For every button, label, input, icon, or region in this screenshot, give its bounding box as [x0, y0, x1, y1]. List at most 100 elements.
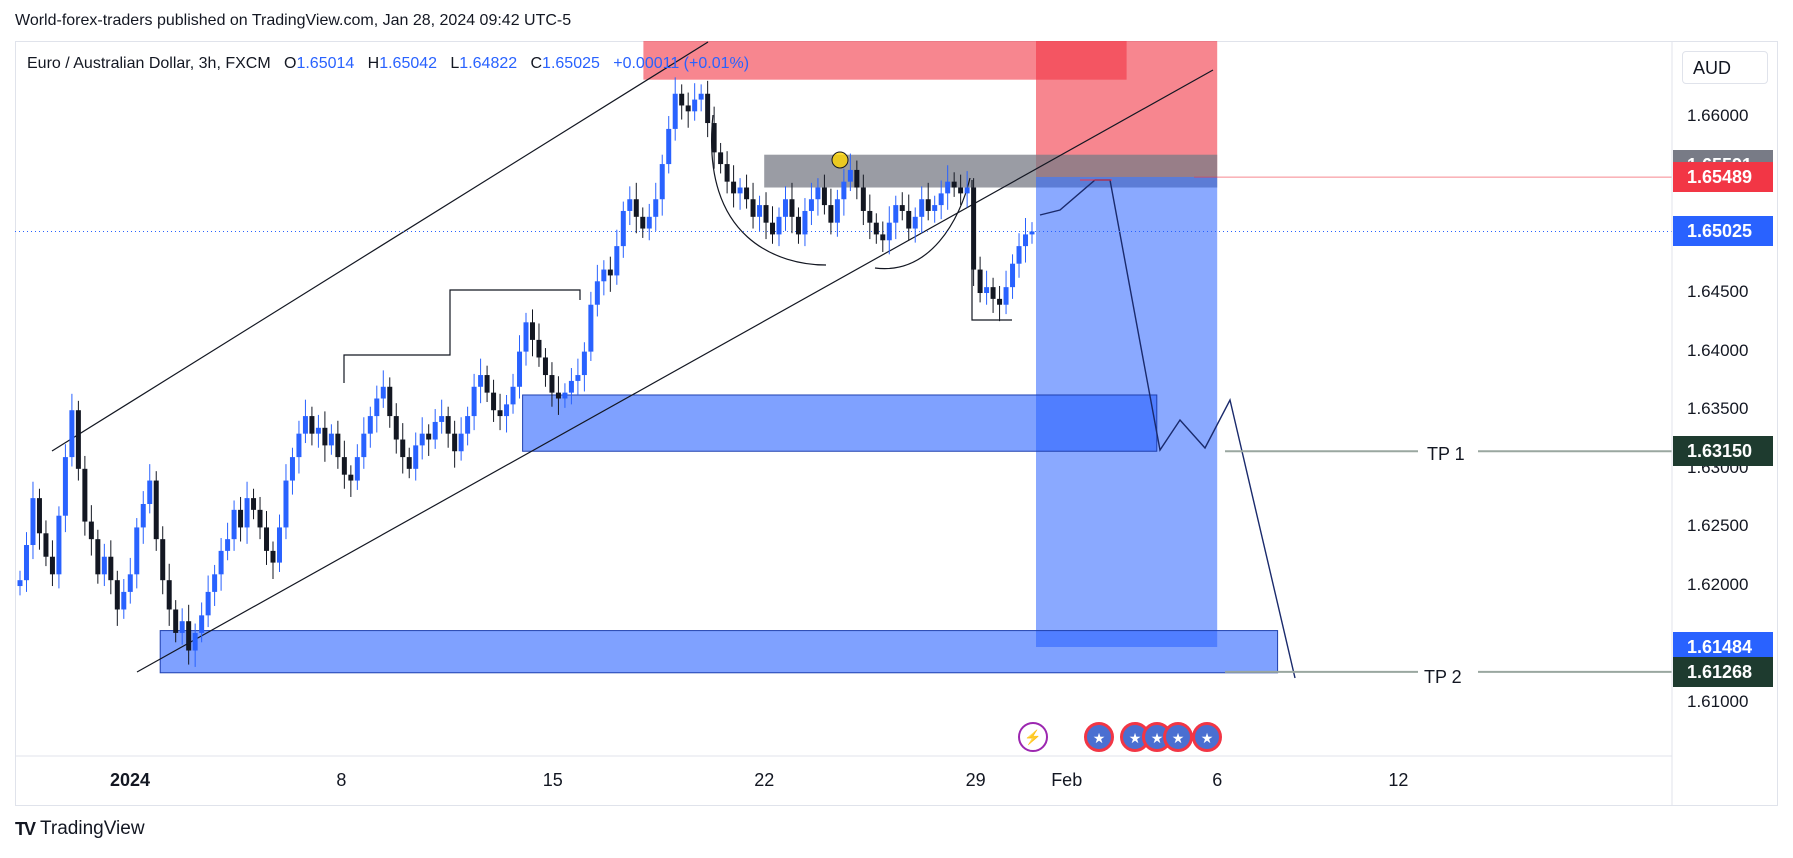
candle-body: [555, 392, 561, 399]
candle-body: [633, 199, 639, 217]
symbol-legend: Euro / Australian Dollar, 3h, FXCM O1.65…: [27, 55, 749, 73]
candle-body: [302, 416, 308, 434]
candle-body: [43, 533, 49, 557]
candle-body: [529, 322, 535, 340]
candle-body: [984, 287, 990, 294]
candle-body: [225, 539, 231, 551]
candle-body: [744, 187, 750, 200]
footer-brand[interactable]: TV TradingView: [15, 818, 145, 840]
candle-body: [69, 410, 75, 458]
candle-body: [750, 199, 756, 217]
candle-body: [542, 357, 548, 376]
candle-body: [186, 621, 192, 651]
candle-body: [932, 205, 938, 211]
zone-demand: [159, 630, 1279, 674]
channel-upper-line: [51, 41, 709, 452]
candle-body: [445, 416, 451, 434]
candle-body: [990, 287, 996, 299]
candle-body: [400, 439, 406, 458]
candle-body: [964, 187, 970, 194]
candle-body: [270, 550, 276, 563]
candle-body: [140, 503, 146, 528]
candle-body: [264, 527, 270, 551]
candle-body: [795, 216, 801, 235]
candle-body: [1003, 287, 1009, 305]
candle-body: [757, 205, 763, 217]
drawings-layer: [15, 41, 1672, 679]
candle-body: [711, 123, 717, 153]
candle-body: [821, 187, 827, 206]
currency-unit-button[interactable]: AUD: [1682, 51, 1768, 84]
candle-body: [374, 398, 380, 417]
candle-body: [341, 457, 347, 475]
candle-body: [737, 187, 743, 194]
candle-body: [465, 416, 471, 434]
candle-body: [731, 181, 737, 194]
candle-body: [646, 216, 652, 229]
candle-body: [432, 421, 438, 440]
tradingview-logo-icon: TV: [15, 818, 36, 839]
candle-body: [296, 433, 302, 458]
structure-line: [343, 289, 581, 383]
candle-body: [672, 93, 678, 129]
price-tick-label: 1.64000: [1687, 340, 1749, 360]
candle-body: [627, 199, 633, 211]
candle-body: [893, 205, 899, 223]
candle-body: [971, 187, 977, 270]
candle-body: [620, 210, 626, 247]
candle-body: [607, 269, 613, 276]
projection-arrow: [1039, 179, 1296, 679]
candle-body: [348, 474, 354, 481]
price-tag: 1.61484: [1673, 631, 1773, 662]
candle-body: [724, 164, 730, 182]
candle-body: [205, 591, 211, 616]
candle-body: [828, 205, 834, 223]
rounding-arc: [711, 114, 827, 266]
candle-body: [231, 509, 237, 540]
candle-body: [393, 416, 399, 440]
eu-flag-event-icon[interactable]: ★: [1163, 722, 1193, 752]
candle-body: [562, 392, 568, 399]
price-tag: 1.61268: [1673, 656, 1773, 687]
candle-body: [847, 169, 853, 182]
candle-body: [510, 386, 516, 405]
candle-body: [153, 480, 159, 540]
candle-body: [328, 433, 334, 446]
candle-body: [808, 199, 814, 211]
candle-body: [289, 457, 295, 481]
candle-body: [919, 199, 925, 217]
candle-body: [763, 205, 769, 223]
tp2-label: TP 2: [1424, 667, 1462, 687]
candle-body: [601, 269, 607, 282]
price-tag: 1.63150: [1673, 436, 1773, 467]
candle-body: [945, 181, 951, 194]
candle-body: [387, 386, 393, 417]
candle-body: [1016, 246, 1022, 264]
candle-body: [594, 281, 600, 305]
candle-body: [497, 410, 503, 417]
candle-body: [251, 498, 257, 510]
candle-body: [244, 498, 250, 528]
candle-body: [886, 222, 892, 241]
close-label: C: [530, 55, 543, 72]
event-lightning-icon[interactable]: ⚡: [1018, 722, 1048, 752]
candle-body: [335, 433, 341, 458]
candle-body: [218, 550, 224, 575]
candle-body: [56, 515, 62, 575]
candle-body: [912, 216, 918, 229]
candle-body: [666, 128, 672, 165]
candle-body: [958, 187, 964, 194]
publish-attribution: World-forex-traders published on Trading…: [15, 12, 572, 29]
candle-body: [471, 386, 477, 417]
candle-body: [127, 574, 133, 592]
candle-body: [517, 351, 523, 387]
eu-flag-event-icon[interactable]: ★: [1192, 722, 1222, 752]
eu-flag-event-icon[interactable]: ★: [1084, 722, 1114, 752]
candle-body: [192, 632, 198, 651]
time-tick-label: 8: [336, 770, 347, 790]
candle-body: [257, 509, 263, 528]
time-tick-label: 12: [1388, 770, 1409, 790]
candle-body: [640, 216, 646, 229]
time-tick-label: 2024: [110, 770, 151, 790]
